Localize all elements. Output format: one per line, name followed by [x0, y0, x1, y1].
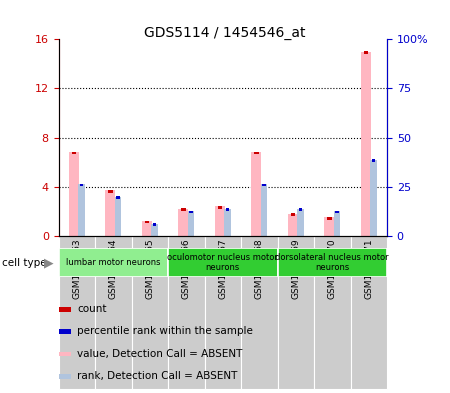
Text: cell type: cell type: [2, 257, 47, 268]
Text: ▶: ▶: [44, 256, 54, 269]
Bar: [241, 236, 278, 389]
Bar: [251, 152, 261, 236]
Bar: [58, 375, 71, 379]
Bar: [58, 236, 95, 389]
Bar: [105, 190, 116, 236]
Bar: [168, 236, 204, 389]
Bar: [204, 236, 241, 389]
Bar: [69, 152, 79, 236]
Bar: [262, 184, 266, 186]
Bar: [142, 221, 152, 236]
Bar: [291, 213, 295, 216]
Text: count: count: [77, 304, 107, 314]
Bar: [78, 184, 85, 236]
Bar: [297, 209, 304, 236]
Bar: [225, 208, 230, 211]
Bar: [288, 214, 298, 236]
Bar: [80, 184, 83, 186]
Bar: [153, 223, 156, 226]
Text: lumbar motor neurons: lumbar motor neurons: [66, 258, 161, 267]
Text: percentile rank within the sample: percentile rank within the sample: [77, 327, 253, 336]
Bar: [215, 206, 225, 236]
Bar: [225, 209, 230, 236]
Bar: [178, 209, 189, 236]
Text: oculomotor nucleus motor
neurons: oculomotor nucleus motor neurons: [167, 253, 278, 272]
Text: rank, Detection Call = ABSENT: rank, Detection Call = ABSENT: [77, 371, 238, 382]
Bar: [361, 51, 371, 236]
Bar: [115, 196, 121, 236]
Bar: [372, 159, 375, 162]
Bar: [188, 211, 194, 236]
Bar: [116, 196, 120, 199]
Bar: [299, 208, 302, 211]
Bar: [351, 236, 387, 389]
Bar: [131, 236, 168, 389]
Bar: [189, 211, 193, 213]
Text: GDS5114 / 1454546_at: GDS5114 / 1454546_at: [144, 26, 306, 40]
Bar: [168, 248, 278, 277]
Bar: [334, 211, 340, 236]
Bar: [261, 184, 267, 236]
Bar: [152, 224, 158, 236]
Bar: [314, 236, 351, 389]
Bar: [278, 236, 314, 389]
Bar: [58, 352, 71, 356]
Bar: [278, 248, 387, 277]
Bar: [327, 217, 332, 220]
Bar: [72, 152, 76, 154]
Bar: [370, 160, 377, 236]
Bar: [364, 51, 368, 54]
Text: dorsolateral nucleus motor
neurons: dorsolateral nucleus motor neurons: [275, 253, 389, 272]
Bar: [108, 190, 112, 193]
Bar: [58, 329, 71, 334]
Bar: [58, 248, 168, 277]
Text: value, Detection Call = ABSENT: value, Detection Call = ABSENT: [77, 349, 243, 359]
Bar: [324, 217, 334, 236]
Bar: [144, 220, 149, 223]
Bar: [218, 206, 222, 209]
Bar: [181, 208, 185, 211]
Bar: [335, 211, 339, 213]
Bar: [58, 307, 71, 312]
Bar: [254, 152, 258, 154]
Bar: [95, 236, 131, 389]
